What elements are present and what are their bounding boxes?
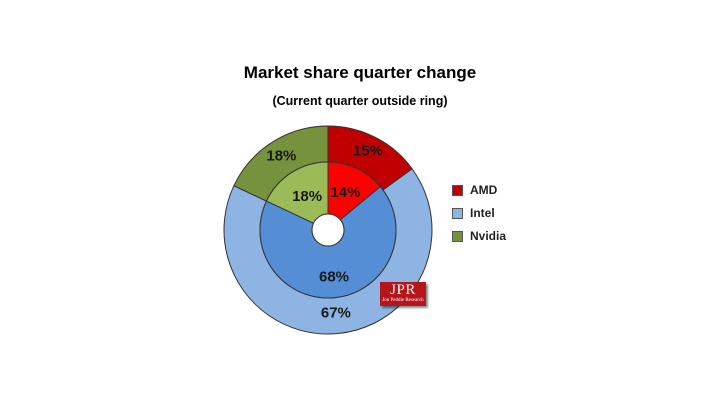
- legend-item-nvidia: Nvidia: [452, 228, 506, 244]
- inner-ring-label-amd: 14%: [330, 184, 360, 201]
- jpr-logo: JPR Jon Peddie Research: [380, 282, 426, 306]
- legend-label-amd: AMD: [470, 183, 498, 197]
- logo-text: JPR: [390, 282, 416, 298]
- legend-swatch-amd: [452, 184, 463, 196]
- chart-subtitle: (Current quarter outside ring): [272, 94, 448, 108]
- outer-ring-label-nvidia: 18%: [266, 148, 296, 165]
- inner-ring-label-nvidia: 18%: [292, 188, 322, 205]
- legend-item-amd: AMD: [452, 182, 506, 198]
- legend-item-intel: Intel: [452, 205, 506, 221]
- legend-label-nvidia: Nvidia: [470, 229, 507, 243]
- legend: AMD Intel Nvidia: [452, 182, 506, 251]
- legend-swatch-intel: [452, 207, 463, 219]
- outer-ring-label-intel: 67%: [321, 305, 351, 322]
- donut-center-hole: [311, 213, 345, 247]
- legend-swatch-nvidia: [452, 230, 463, 242]
- logo-subtext: Jon Peddie Research: [382, 298, 424, 303]
- legend-label-intel: Intel: [470, 206, 495, 220]
- outer-ring-label-amd: 15%: [353, 143, 383, 160]
- chart-title: Market share quarter change: [243, 63, 477, 82]
- inner-ring-label-intel: 68%: [319, 269, 349, 286]
